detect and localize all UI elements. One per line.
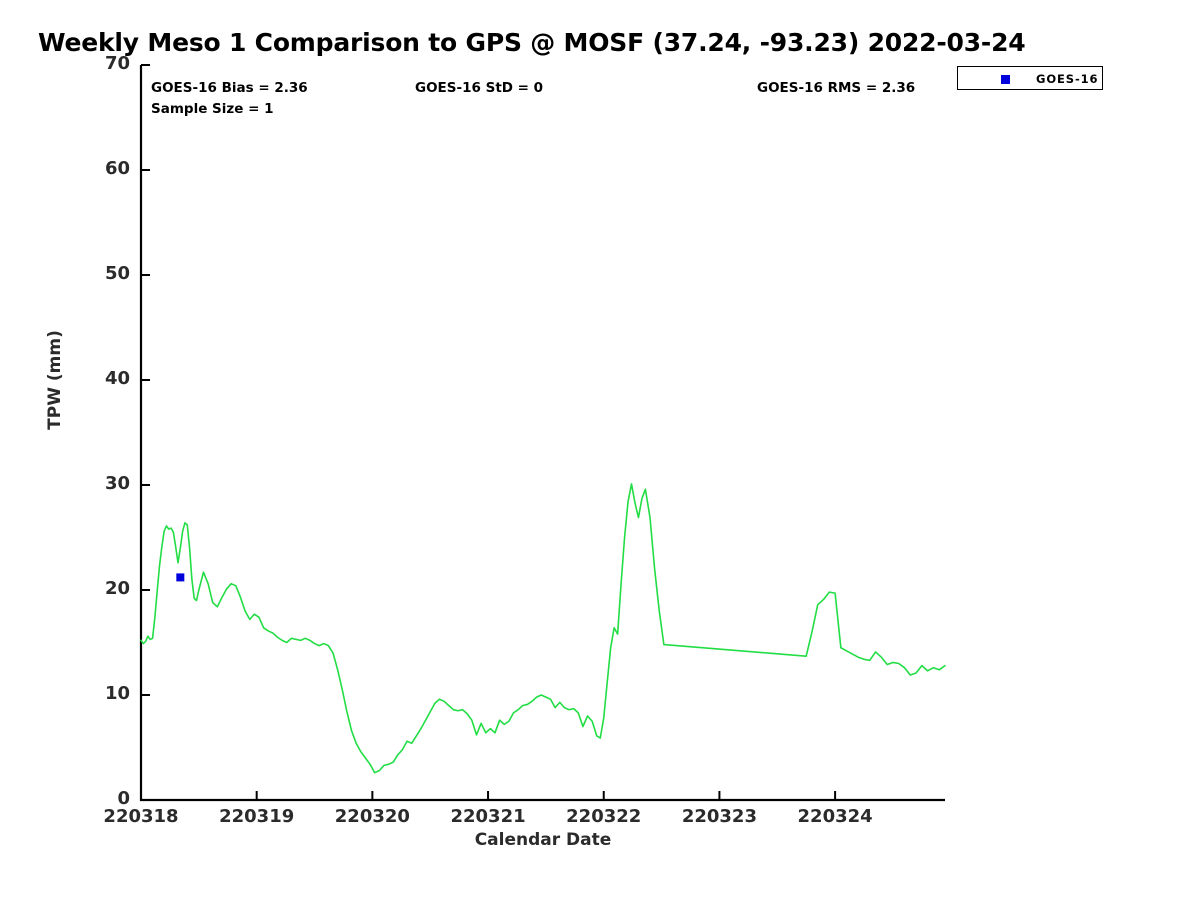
annotation-bias: GOES-16 Bias = 2.36 [151, 80, 308, 96]
x-axis-label: Calendar Date [474, 830, 612, 850]
series-line-gps [140, 483, 946, 774]
y-tick-label: 20 [104, 578, 130, 599]
x-tick-label: 220321 [450, 806, 526, 827]
annotation-std: GOES-16 StD = 0 [415, 80, 544, 96]
data-point-goes16 [176, 573, 185, 582]
x-tick-label: 220318 [103, 806, 179, 827]
x-tick-label: 220322 [566, 806, 642, 827]
y-tick-label: 40 [104, 368, 130, 389]
chart-title: Weekly Meso 1 Comparison to GPS @ MOSF (… [38, 28, 1026, 57]
x-tick-label: 220323 [681, 806, 757, 827]
x-tick-label: 220324 [797, 806, 873, 827]
legend-marker-goes16-icon [1001, 75, 1010, 84]
y-tick-label: 50 [104, 263, 130, 284]
y-tick-label: 70 [104, 53, 130, 74]
annotation-rms: GOES-16 RMS = 2.36 [757, 80, 916, 96]
y-tick-label: 30 [104, 473, 130, 494]
y-tick-label: 0 [117, 788, 130, 809]
annotation-sample-size: Sample Size = 1 [151, 101, 274, 117]
x-tick-label: 220320 [334, 806, 410, 827]
y-tick-label: 60 [104, 158, 130, 179]
y-tick-label: 10 [104, 683, 130, 704]
legend-label-goes16: GOES-16 [1036, 72, 1099, 86]
x-tick-label: 220319 [219, 806, 295, 827]
legend: GOES-16 [957, 66, 1103, 90]
